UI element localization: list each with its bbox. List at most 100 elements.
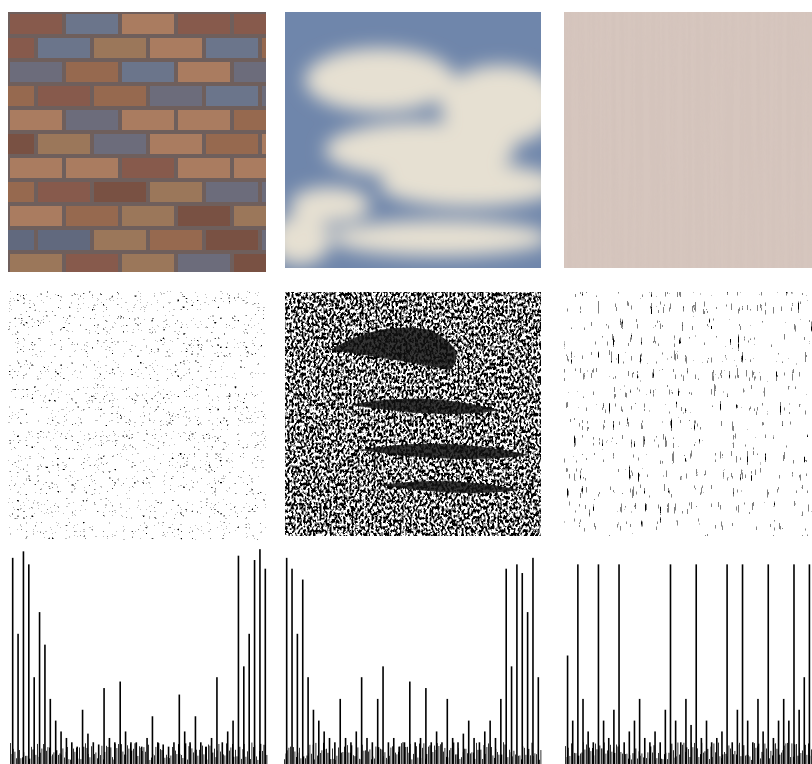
histogram-bar — [109, 738, 111, 764]
histogram-noise — [81, 759, 82, 764]
histogram-noise — [509, 750, 510, 764]
histogram-noise — [515, 754, 516, 764]
histogram-noise — [678, 743, 679, 764]
brick — [150, 86, 202, 106]
histogram-bar — [184, 731, 186, 764]
histogram-noise — [347, 745, 348, 764]
brick — [10, 254, 62, 274]
histogram-noise — [646, 758, 647, 764]
histogram-bar — [685, 699, 687, 764]
histogram-noise — [311, 754, 312, 764]
histogram-bar — [146, 738, 148, 764]
lbp-clouds — [285, 292, 541, 536]
histogram-bar — [762, 731, 764, 764]
histogram-noise — [69, 759, 70, 764]
histogram-noise — [293, 747, 294, 764]
histogram-bar — [297, 634, 299, 764]
histogram-bar — [654, 731, 656, 764]
histogram-noise — [796, 744, 797, 764]
brick — [66, 254, 118, 274]
brick — [38, 230, 90, 250]
histogram-noise — [52, 754, 53, 764]
brick — [206, 182, 258, 202]
histogram-noise — [97, 758, 98, 764]
brick-texture — [0, 12, 314, 274]
histogram-noise — [682, 745, 683, 764]
histogram-noise — [199, 750, 200, 764]
histogram-bar — [521, 573, 523, 764]
histogram-noise — [301, 758, 302, 764]
histogram-noise — [108, 747, 109, 764]
histogram-bar — [516, 564, 518, 764]
brick — [38, 38, 90, 58]
histogram-noise — [144, 747, 145, 764]
histogram-bar — [457, 742, 459, 764]
brick — [178, 158, 230, 178]
histogram-bar — [649, 742, 651, 764]
histogram-bar — [577, 564, 579, 764]
histogram-bar — [125, 731, 127, 764]
histogram-bar — [670, 564, 672, 764]
histogram-noise — [482, 759, 483, 764]
histogram-bar — [567, 656, 569, 764]
histogram-bar — [463, 734, 465, 764]
histogram-noise — [466, 749, 467, 764]
histogram-bar — [468, 721, 470, 764]
histogram-bar — [60, 731, 62, 764]
histogram-noise — [720, 756, 721, 764]
histogram-noise — [91, 746, 92, 764]
brick — [234, 110, 286, 130]
histogram-noise — [401, 743, 402, 764]
histogram-noise — [801, 753, 802, 764]
histogram-noise — [787, 743, 788, 764]
histogram-bar — [162, 744, 164, 764]
histogram-noise — [616, 745, 617, 764]
histogram-noise — [476, 743, 477, 764]
histogram-noise — [310, 745, 311, 764]
histogram-noise — [328, 753, 329, 764]
histogram-bar — [329, 738, 331, 764]
histogram-noise — [460, 759, 461, 764]
histogram-bar — [393, 738, 395, 764]
histogram-noise — [652, 752, 653, 764]
histogram-bar — [76, 747, 78, 764]
histogram-bar — [114, 742, 116, 764]
histogram-bar — [216, 677, 218, 764]
histogram-noise — [202, 746, 203, 764]
histogram-bar — [484, 731, 486, 764]
histogram-noise — [15, 752, 16, 764]
histogram-noise — [739, 743, 740, 764]
histogram-noise — [684, 743, 685, 764]
histogram-bar — [618, 564, 620, 764]
histogram-bar — [141, 747, 143, 764]
histogram-noise — [359, 759, 360, 764]
histogram-bar — [452, 738, 454, 764]
histogram-noise — [672, 744, 673, 764]
histogram-noise — [46, 751, 47, 764]
histogram-noise — [70, 760, 71, 764]
histogram-noise — [597, 749, 598, 764]
histogram-noise — [253, 747, 254, 764]
histogram-noise — [775, 743, 776, 764]
histogram-noise — [385, 752, 386, 764]
histogram-noise — [412, 759, 413, 764]
histogram-bar — [71, 742, 73, 764]
histogram-noise — [454, 742, 455, 764]
histogram-noise — [210, 746, 211, 764]
histogram-noise — [304, 756, 305, 764]
histogram-bar — [593, 742, 595, 764]
histogram-bar — [227, 731, 229, 764]
histogram-noise — [494, 758, 495, 764]
histogram-noise — [127, 745, 128, 764]
histogram-bar — [527, 612, 529, 764]
histogram-bar — [339, 699, 341, 764]
histogram-bar — [721, 731, 723, 764]
histogram-bar — [157, 742, 159, 764]
histogram-noise — [530, 755, 531, 764]
brick — [0, 230, 34, 250]
brick — [10, 206, 62, 226]
histogram-bar — [93, 742, 95, 764]
histogram-noise — [150, 760, 151, 764]
histogram-noise — [643, 757, 644, 764]
histogram-noise — [365, 750, 366, 764]
